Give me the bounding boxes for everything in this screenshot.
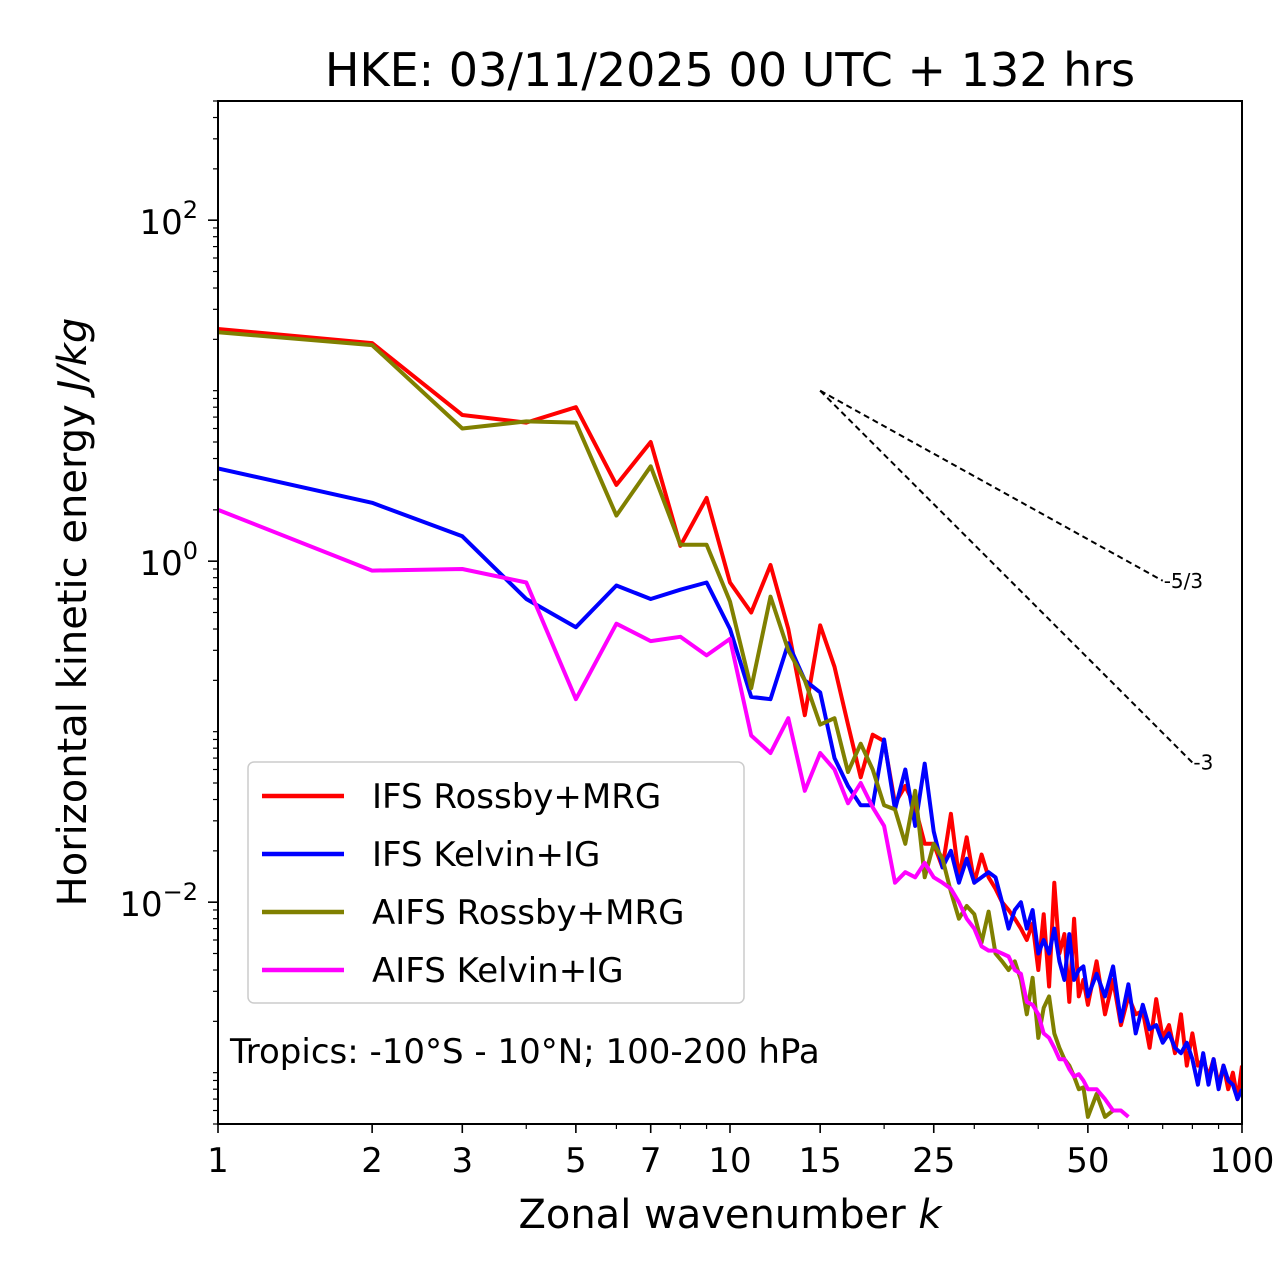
x-tick-label: 1 bbox=[207, 1141, 229, 1181]
x-tick-label: 10 bbox=[708, 1141, 751, 1181]
region-annotation: Tropics: -10°S - 10°N; 100-200 hPa bbox=[229, 1032, 820, 1072]
x-tick-label: 7 bbox=[640, 1141, 662, 1181]
y-tick-label: 10−2 bbox=[119, 878, 198, 925]
legend-label: IFS Rossby+MRG bbox=[372, 777, 661, 817]
series-line-3 bbox=[218, 507, 1130, 1119]
y-tick-label: 102 bbox=[139, 196, 198, 243]
x-tick-label: 100 bbox=[1210, 1141, 1275, 1181]
x-tick-label: 25 bbox=[912, 1141, 955, 1181]
legend-box bbox=[247, 761, 745, 1004]
x-tick-label: 3 bbox=[451, 1141, 473, 1181]
data-series bbox=[218, 327, 1242, 1119]
reference-slope-labels: -5/3 -3 bbox=[1164, 569, 1214, 775]
x-tick-label: 50 bbox=[1066, 1141, 1109, 1181]
legend: IFS Rossby+MRG IFS Kelvin+IG AIFS Rossby+M… bbox=[247, 761, 745, 1004]
series-line-1 bbox=[218, 466, 1242, 1102]
x-tick-label: 2 bbox=[361, 1141, 383, 1181]
plot-frame bbox=[217, 100, 1243, 1125]
legend-label: IFS Kelvin+IG bbox=[372, 835, 600, 875]
x-axis-label: Zonal wavenumber k bbox=[518, 1192, 943, 1238]
legend-label: AIFS Rossby+MRG bbox=[372, 893, 684, 933]
axis-ticks: 1 2 3 5 7 10 15 25 50 100 102 100 10−2 bbox=[119, 100, 1275, 1181]
x-tick-label: 15 bbox=[799, 1141, 842, 1181]
y-axis-label: Horizontal kinetic energy J/kg bbox=[50, 318, 96, 907]
reference-line-label: -5/3 bbox=[1164, 569, 1203, 593]
y-tick-label: 100 bbox=[139, 537, 198, 584]
chart-title: HKE: 03/11/2025 00 UTC + 132 hrs bbox=[325, 43, 1135, 97]
reference-slope-lines bbox=[819, 389, 1194, 764]
legend-label: AIFS Kelvin+IG bbox=[372, 951, 624, 991]
reference-line bbox=[819, 389, 1164, 582]
reference-line bbox=[819, 389, 1194, 764]
reference-line-label: -3 bbox=[1193, 751, 1213, 775]
x-tick-label: 5 bbox=[565, 1141, 587, 1181]
